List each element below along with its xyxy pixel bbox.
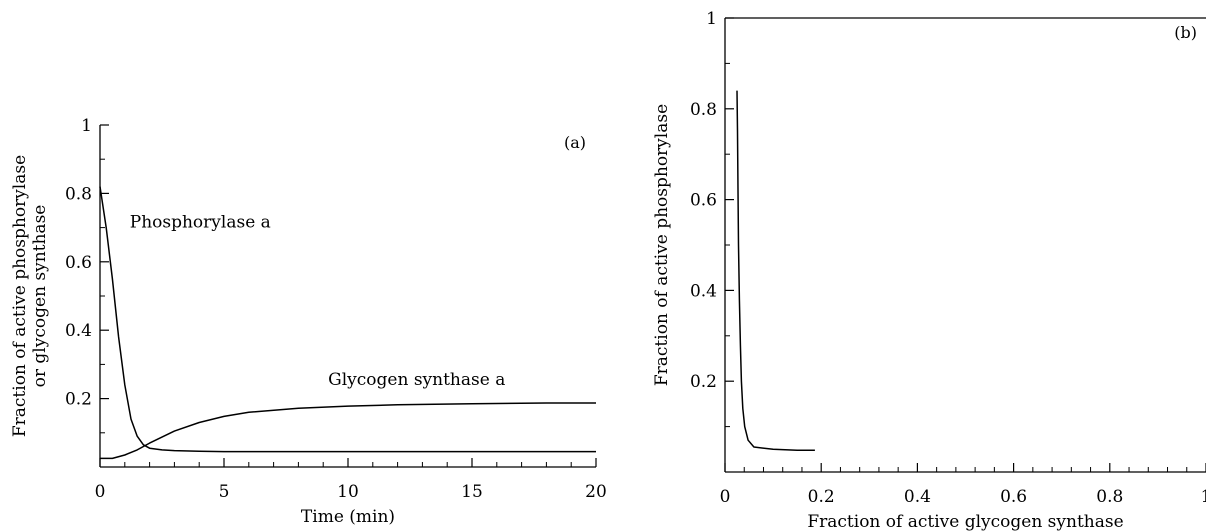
x-tick-label: 0 [720,487,731,507]
y-tick-label: 0.2 [690,372,717,392]
panel-a-chart: 0 5 10 15 20 0.2 0.4 0.6 0.8 1 Time (min) Fraction … [10,116,607,527]
series-line [100,402,596,460]
y-tick-label: 0.4 [690,281,717,301]
x-tick-label: 1 [1201,487,1206,507]
x-tick-label: 0 [95,482,106,502]
y-axis-label: Fraction of active phosphorylase [10,155,30,437]
x-tick-label: 20 [585,482,607,502]
y-tick-label: 1 [81,116,92,136]
y-tick-label: 0.8 [690,100,717,120]
series-annotation: Phosphorylase a [130,213,271,233]
panel-b-chart: 0 0.2 0.4 0.6 0.8 1 0.2 0.4 0.6 0.8 1 Fraction of a… [652,9,1206,531]
y-tick-label: 0.8 [65,184,92,204]
x-tick-label: 15 [461,482,483,502]
y-tick-label: 1 [706,9,717,29]
x-tick-label: 10 [337,482,359,502]
y-tick-label: 0.6 [65,253,92,273]
y-axis-label: or glycogen synthase [30,205,50,388]
x-tick-label: 0.8 [1096,487,1123,507]
series-line [736,90,815,451]
y-tick-label: 0.6 [690,191,717,211]
x-tick-label: 0.4 [904,487,931,507]
x-tick-label: 0.2 [808,487,835,507]
x-tick-label: 0.6 [1000,487,1027,507]
series-annotation: Glycogen synthase a [328,370,505,390]
panel-label: (a) [564,133,586,152]
series-line [99,186,596,453]
y-tick-label: 0.2 [65,390,92,410]
x-axis-label: Time (min) [301,507,395,527]
panel-label: (b) [1174,23,1197,42]
x-axis-label: Fraction of active glycogen synthase [807,512,1123,531]
x-tick-label: 5 [219,482,230,502]
y-axis-label: Fraction of active phosphorylase [652,104,672,386]
y-tick-label: 0.4 [65,321,92,341]
